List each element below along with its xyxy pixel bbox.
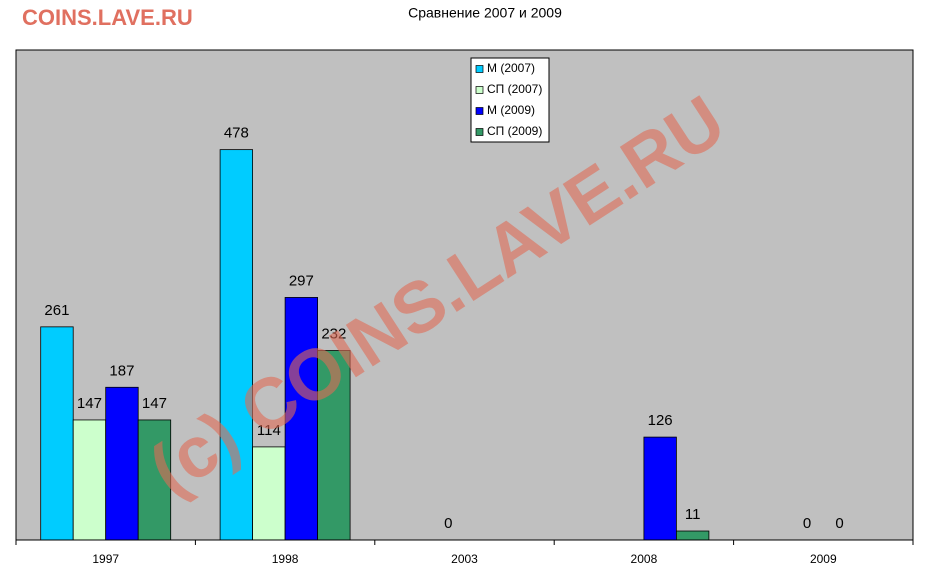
legend-label: СП (2007) [487,82,542,96]
legend-swatch [475,86,484,94]
bar [40,326,74,541]
bar [252,446,286,541]
legend-swatch [475,65,484,73]
x-tick-label: 2003 [451,552,478,566]
bar [643,436,677,541]
value-label: 297 [289,272,314,289]
value-label: 0 [835,515,843,532]
value-label: 261 [44,302,69,319]
chart-title: Сравнение 2007 и 2009 [408,5,562,21]
legend-swatch [475,107,484,115]
x-tick-label: 2008 [631,552,658,566]
bar [105,386,139,541]
bar [72,419,107,541]
value-label: 147 [142,395,167,412]
legend-box [470,57,550,143]
site-watermark: COINS.LAVE.RU [22,5,193,30]
value-label: 114 [257,422,281,439]
legend-label: СП (2009) [487,124,542,138]
bar [317,350,351,541]
x-tick-label: 1998 [272,552,299,566]
value-label: 187 [109,362,134,379]
value-label: 147 [77,395,102,412]
value-label: 126 [648,412,673,429]
x-tick-label: 1997 [92,552,119,566]
bar [219,149,254,541]
value-label: 0 [803,515,811,532]
bar [676,530,710,541]
legend-label: М (2009) [487,103,535,117]
value-label: 232 [321,326,346,343]
value-label: 0 [444,515,452,532]
legend-swatch [475,128,484,136]
value-label: 11 [685,506,701,523]
x-tick-label: 2009 [810,552,837,566]
value-label: 478 [224,125,249,142]
bar [137,419,172,541]
legend-label: М (2007) [487,61,535,75]
